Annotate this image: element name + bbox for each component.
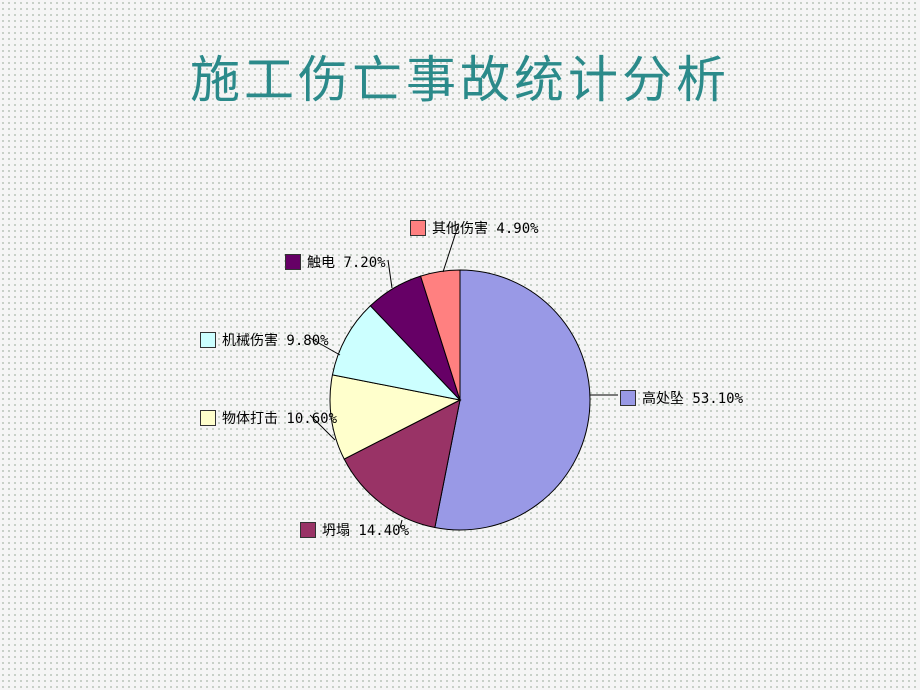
legend-swatch [410,220,426,236]
pie-label-text: 物体打击 10.60% [222,408,337,428]
pie-label: 物体打击 10.60% [200,408,337,428]
legend-swatch [200,410,216,426]
legend-swatch [300,522,316,538]
pie-label-text: 坍塌 14.40% [322,520,409,540]
pie-label-text: 触电 7.20% [307,252,386,272]
pie-label: 坍塌 14.40% [300,520,409,540]
pie-svg [320,260,600,540]
legend-swatch [285,254,301,270]
page-title: 施工伤亡事故统计分析 [0,40,920,112]
pie-label: 机械伤害 9.80% [200,330,329,350]
pie-label: 其他伤害 4.90% [410,218,539,238]
pie-label: 触电 7.20% [285,252,386,272]
legend-swatch [620,390,636,406]
pie-label: 高处坠 53.10% [620,388,743,408]
legend-swatch [200,332,216,348]
pie-label-text: 机械伤害 9.80% [222,330,329,350]
pie-chart: 高处坠 53.10% 坍塌 14.40% 物体打击 10.60% 机械伤害 9.80%… [180,180,780,600]
pie-label-text: 其他伤害 4.90% [432,218,539,238]
pie-label-text: 高处坠 53.10% [642,388,743,408]
